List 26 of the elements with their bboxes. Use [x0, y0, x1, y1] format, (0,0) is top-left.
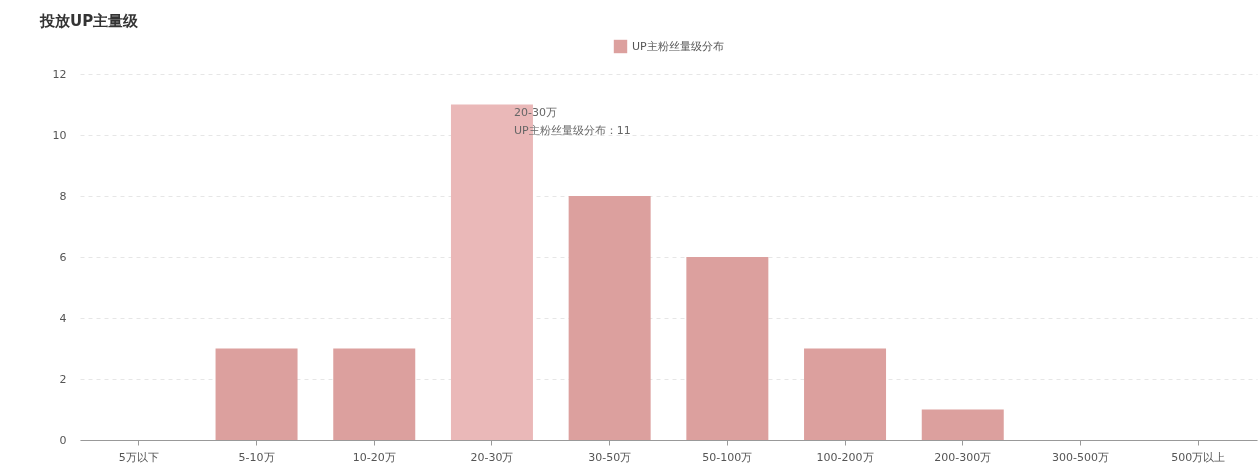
y-tick-label: 8 — [59, 189, 67, 203]
y-tick-label: 12 — [52, 67, 67, 81]
x-tick-label: 30-50万 — [588, 450, 632, 464]
bar — [333, 348, 416, 440]
chart-title: 投放UP主量级 — [39, 12, 140, 30]
y-tick-label: 10 — [52, 128, 67, 142]
y-tick-label: 2 — [59, 372, 67, 386]
y-tick-label: 6 — [59, 250, 67, 264]
x-tick-label: 5万以下 — [118, 450, 159, 464]
y-tick-label: 0 — [59, 433, 67, 447]
bar — [921, 409, 1004, 440]
bar — [686, 257, 769, 440]
x-tick-label: 5-10万 — [238, 450, 275, 464]
bar — [215, 348, 298, 440]
x-tick-label: 10-20万 — [352, 450, 396, 464]
x-tick-label: 500万以上 — [1171, 450, 1226, 464]
x-tick-label: 200-300万 — [934, 450, 992, 464]
bar — [804, 348, 887, 440]
y-tick-label: 4 — [59, 311, 67, 325]
bar — [568, 196, 651, 440]
x-tick-label: 50-100万 — [702, 450, 753, 464]
annotation: 20-30万 UP主粉丝量级分布：11 — [513, 105, 631, 137]
x-tick-label: 20-30万 — [470, 450, 514, 464]
x-tick-label: 100-200万 — [816, 450, 874, 464]
legend-label: UP主粉丝量级分布 — [632, 39, 724, 53]
x-tick-label: 300-500万 — [1051, 450, 1109, 464]
